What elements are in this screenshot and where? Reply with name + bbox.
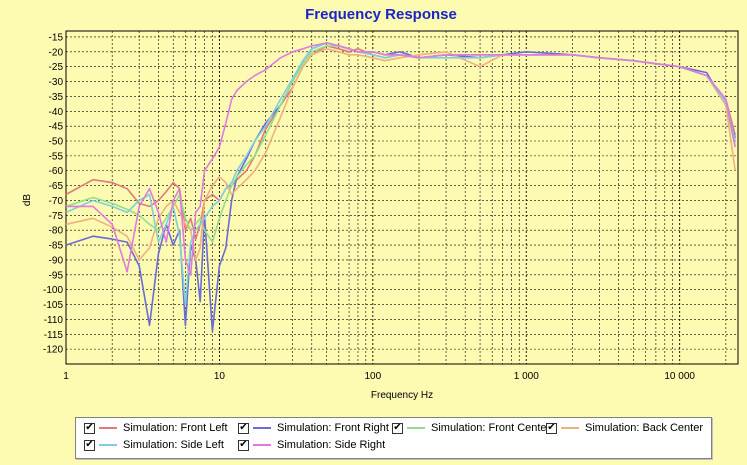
y-tick-label: -70	[49, 196, 64, 207]
legend-label: Simulation: Side Left	[123, 439, 224, 451]
y-tick-label: -110	[44, 315, 64, 326]
y-tick-label: -115	[44, 330, 64, 341]
x-tick-label: 1	[63, 371, 69, 382]
legend-swatch	[253, 444, 271, 446]
y-axis-label: dB	[22, 194, 33, 207]
y-tick-label: -45	[49, 122, 64, 133]
y-tick-label: -75	[49, 211, 64, 222]
y-tick-label: -120	[43, 345, 63, 356]
chart-title: Frequency Response	[305, 6, 457, 23]
legend-swatch	[253, 427, 271, 429]
legend-item[interactable]: ✔ Simulation: Front Right	[238, 420, 389, 436]
x-axis-ticks: 1 10 100 1 000 10 000	[63, 371, 695, 382]
legend-swatch	[407, 427, 425, 429]
y-tick-label: -100	[43, 285, 63, 296]
legend-label: Simulation: Front Left	[123, 422, 228, 434]
legend-checkbox[interactable]: ✔	[546, 422, 557, 434]
y-axis-ticks: -15 -20 -25 -30 -35 -40 -45 -50 -55 -60 -65 -70 -75 -…	[43, 32, 63, 355]
y-tick-label: -65	[49, 181, 64, 192]
y-tick-label: -40	[49, 107, 64, 118]
legend-checkbox[interactable]: ✔	[238, 439, 249, 451]
y-tick-label: -20	[49, 47, 64, 58]
x-tick-label: 10	[214, 371, 226, 382]
legend-swatch	[99, 427, 117, 429]
y-tick-label: -30	[49, 77, 64, 88]
legend-item[interactable]: ✔ Simulation: Front Center	[392, 420, 550, 436]
legend-checkbox[interactable]: ✔	[392, 422, 403, 434]
grid	[65, 31, 738, 364]
legend-checkbox[interactable]: ✔	[238, 422, 249, 434]
legend-item[interactable]: ✔ Simulation: Front Left	[84, 420, 228, 436]
x-tick-label: 1 000	[514, 371, 539, 382]
legend-item[interactable]: ✔ Simulation: Side Left	[84, 437, 224, 453]
y-tick-label: -15	[49, 32, 64, 43]
plot-area	[65, 30, 739, 365]
legend-label: Simulation: Front Right	[277, 422, 389, 434]
y-tick-label: -55	[49, 151, 64, 162]
y-tick-label: -50	[49, 137, 64, 148]
x-axis-label: Frequency Hz	[371, 390, 433, 401]
legend-item[interactable]: ✔ Simulation: Side Right	[238, 437, 385, 453]
y-tick-label: -60	[49, 166, 64, 177]
frequency-response-chart: Frequency Response -15 -20 -25 -30 -35 -40 -45…	[22, 6, 739, 401]
legend-checkbox[interactable]: ✔	[84, 439, 95, 451]
y-tick-label: -35	[49, 92, 64, 103]
x-tick-label: 100	[364, 371, 381, 382]
x-tick-label: 10 000	[664, 371, 695, 382]
legend: ✔ Simulation: Front Left ✔ Simulation: Fron…	[75, 417, 712, 459]
legend-swatch	[561, 427, 579, 429]
y-tick-label: -85	[49, 241, 64, 252]
y-tick-label: -25	[49, 62, 64, 73]
y-tick-label: -105	[43, 300, 63, 311]
y-tick-label: -95	[49, 270, 64, 281]
legend-label: Simulation: Front Center	[431, 422, 551, 434]
y-tick-label: -90	[49, 255, 64, 266]
y-tick-label: -80	[49, 226, 64, 237]
series-line-side-right	[66, 42, 736, 276]
legend-swatch	[99, 444, 117, 446]
legend-label: Simulation: Side Right	[277, 439, 386, 451]
legend-checkbox[interactable]: ✔	[84, 422, 95, 434]
legend-item[interactable]: ✔ Simulation: Back Center	[546, 420, 703, 436]
legend-label: Simulation: Back Center	[585, 422, 703, 434]
series-lines	[65, 42, 736, 333]
